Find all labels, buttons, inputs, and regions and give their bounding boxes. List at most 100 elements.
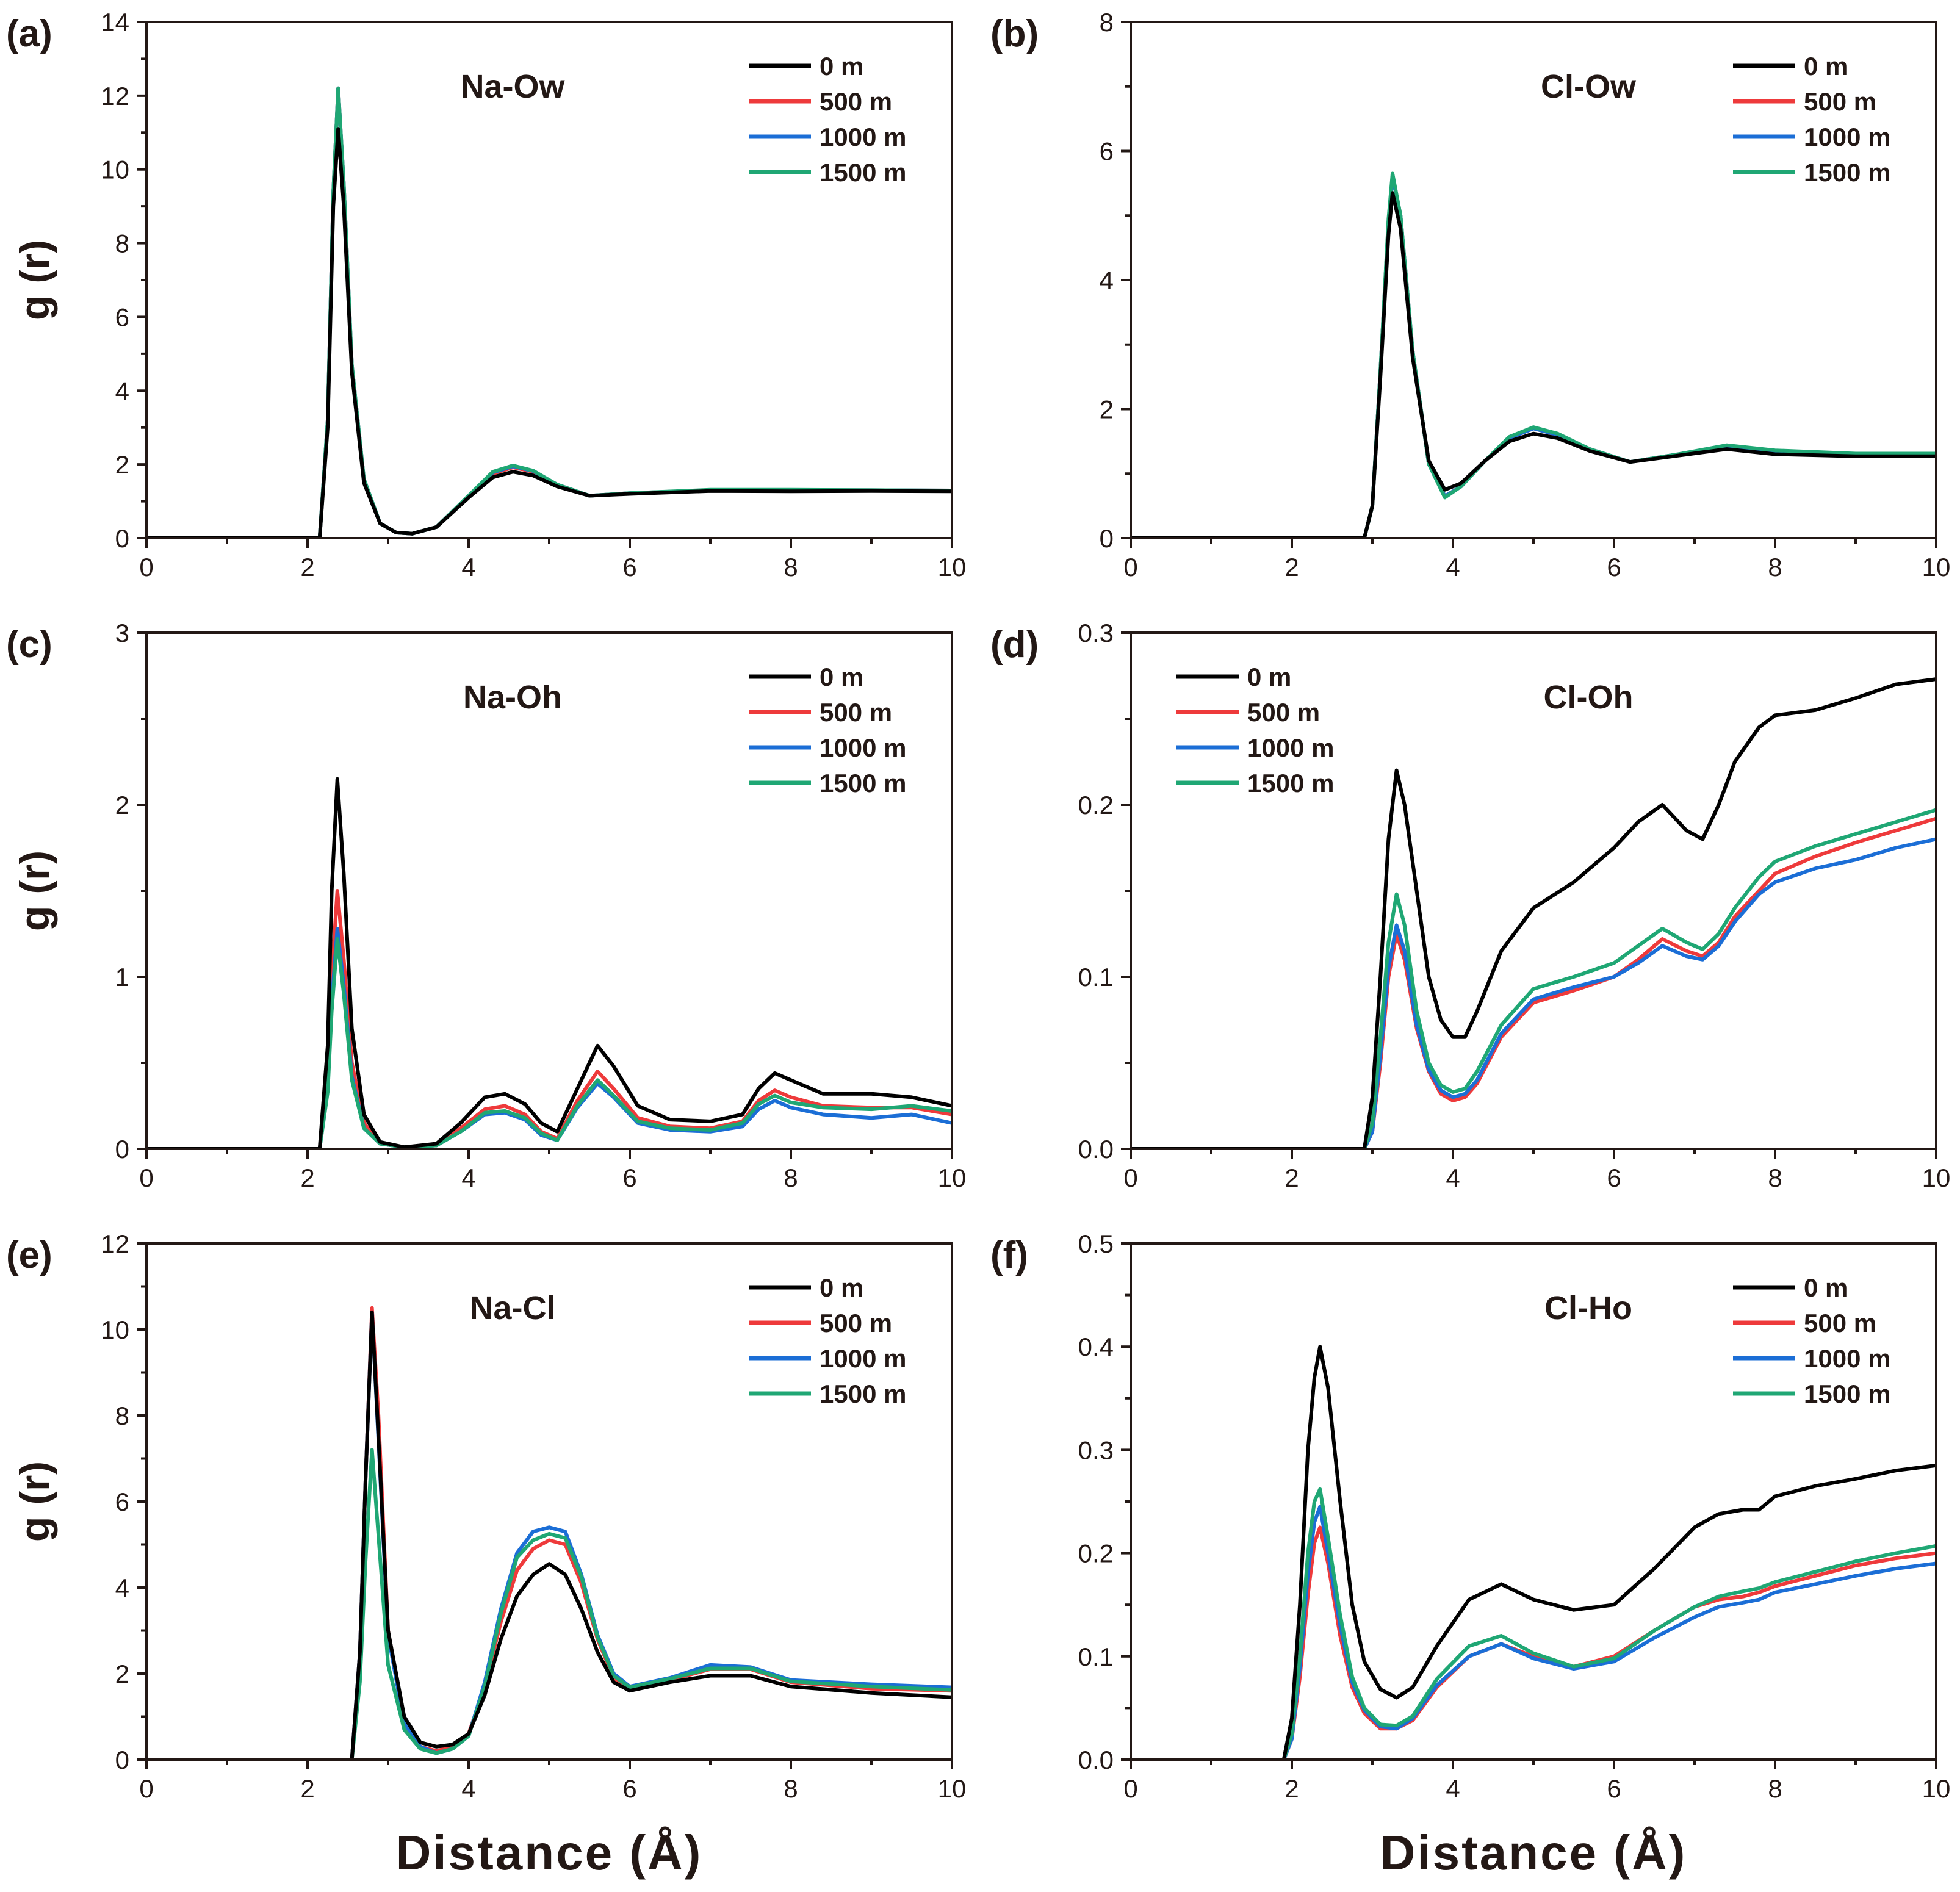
x-tick-label: 8 [784,1774,798,1803]
series-line-1500m [146,937,952,1149]
plot-title: Cl-Ow [1541,68,1637,105]
y-tick-label: 0.1 [1078,963,1114,991]
x-tick-label: 8 [784,1164,798,1192]
series-line-1500m [1131,808,1936,1149]
y-tick-label: 6 [115,303,129,331]
legend: 0 m 500 m 1000 m 1500 m [1733,1273,1890,1408]
x-tick-label: 4 [1446,553,1460,581]
x-tick-label: 0 [139,1774,153,1803]
legend: 0 m 500 m 1000 m 1500 m [749,52,906,187]
legend: 0 m 500 m 1000 m 1500 m [1733,52,1890,187]
legend: 0 m 500 m 1000 m 1500 m [1176,663,1334,797]
series-line-500m [1131,1525,1936,1760]
y-tick-label: 2 [115,450,129,479]
legend-label: 1000 m [1804,1344,1890,1373]
series-line-0m [146,127,952,538]
y-tick-label: 0.0 [1078,1135,1114,1164]
legend-label: 500 m [820,698,892,727]
plot-title: Cl-Ho [1544,1290,1632,1326]
y-axis-title: g (r) [12,1461,58,1542]
x-tick-label: 10 [938,1164,967,1192]
panel-label: (b) [990,13,1039,55]
series-line-1500m [1131,1487,1936,1760]
plot-title: Na-Oh [463,679,562,716]
y-tick-label: 0 [115,524,129,553]
y-tick-label: 12 [101,82,129,110]
legend-label: 1500 m [820,769,906,797]
panel-label: (a) [6,13,52,55]
y-tick-label: 0.3 [1078,1436,1114,1464]
x-tick-label: 10 [938,1774,967,1803]
x-tick-label: 0 [1123,553,1137,581]
y-axis-title: g (r) [12,240,58,320]
x-tick-label: 2 [1284,1774,1299,1803]
panel-label: (c) [6,624,52,666]
x-tick-label: 6 [622,1774,636,1803]
x-tick-label: 8 [1768,553,1782,581]
series-line-1000m [146,927,952,1149]
legend-label: 1000 m [820,733,906,762]
y-tick-label: 10 [101,1315,129,1344]
series-line-1500m [1131,171,1936,538]
y-tick-label: 8 [115,229,129,258]
legend-label: 0 m [820,1273,863,1302]
legend-label: 1000 m [1247,733,1334,762]
series-line-500m [146,889,952,1149]
x-tick-label: 6 [622,1164,636,1192]
panel-label: (f) [990,1234,1028,1276]
y-tick-label: 14 [101,8,129,37]
series-line-1500m [146,1448,952,1760]
legend-label: 1000 m [1804,123,1890,151]
y-tick-label: 6 [115,1487,129,1516]
x-tick-label: 2 [300,1774,314,1803]
x-tick-label: 6 [622,553,636,581]
x-tick-label: 6 [1607,1774,1621,1803]
y-tick-label: 0 [1100,524,1114,553]
y-tick-label: 2 [115,791,129,819]
legend-label: 1500 m [820,158,906,187]
x-tick-label: 8 [1768,1774,1782,1803]
legend-label: 500 m [1804,87,1876,116]
legend-label: 500 m [820,1309,892,1337]
y-tick-label: 4 [1100,266,1114,295]
y-tick-label: 8 [115,1401,129,1430]
x-tick-label: 8 [1768,1164,1782,1192]
legend-label: 1500 m [1804,158,1890,187]
y-tick-label: 0.2 [1078,791,1114,819]
panel-c: 0 2 4 6 8 10 0 1 2 3 (c) Na-Oh g (r) 0 m 500 m 1000 m 15… [6,619,966,1192]
y-tick-label: 2 [1100,395,1114,424]
y-tick-label: 4 [115,1574,129,1602]
series-line-0m [146,777,952,1149]
legend-label: 500 m [1247,698,1320,727]
legend-label: 500 m [1804,1309,1876,1337]
x-tick-label: 2 [300,1164,314,1192]
legend-label: 1500 m [820,1379,906,1408]
y-tick-label: 0 [115,1746,129,1774]
y-tick-label: 1 [115,963,129,991]
x-tick-label: 4 [461,1774,475,1803]
y-tick-label: 0.2 [1078,1539,1114,1568]
y-tick-label: 6 [1100,137,1114,166]
panel-a: 0 2 4 6 8 10 0 2 4 6 8 10 12 14 (a) Na-Ow g (r) 0 m 500 m 1… [6,8,966,581]
legend: 0 m 500 m 1000 m 1500 m [749,663,906,797]
x-tick-label: 8 [784,553,798,581]
y-tick-label: 8 [1100,8,1114,37]
x-tick-label: 2 [1284,1164,1299,1192]
x-tick-label: 2 [1284,553,1299,581]
x-tick-label: 0 [139,1164,153,1192]
x-tick-label: 4 [1446,1774,1460,1803]
legend-label: 500 m [820,87,892,116]
panel-label: (e) [6,1234,52,1276]
legend-label: 1500 m [1804,1379,1890,1408]
series-line-1000m [1131,837,1936,1149]
series-line-0m [1131,191,1936,538]
y-tick-label: 0.5 [1078,1229,1114,1258]
y-tick-label: 12 [101,1229,129,1258]
x-tick-label: 10 [1922,1774,1951,1803]
x-tick-label: 10 [1922,1164,1951,1192]
legend-label: 0 m [1804,1273,1848,1302]
y-tick-label: 4 [115,376,129,405]
x-tick-label: 0 [139,553,153,581]
y-tick-label: 3 [115,619,129,647]
